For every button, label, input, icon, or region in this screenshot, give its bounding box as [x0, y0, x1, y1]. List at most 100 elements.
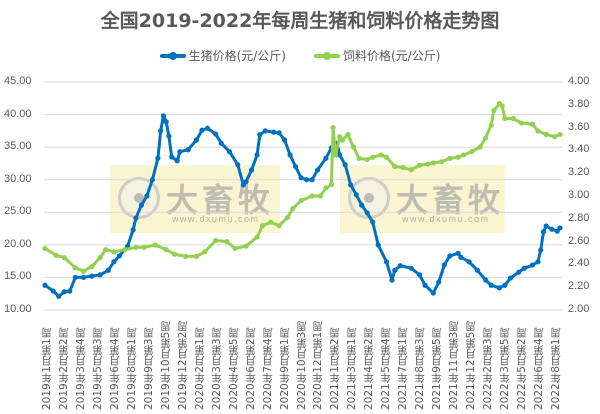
data-point-marker [42, 282, 48, 288]
data-point-marker [356, 155, 362, 161]
data-point-marker [138, 202, 144, 208]
right-y-tick-label: 3.60 [568, 120, 590, 133]
x-tick-label: 2019年8月第1周 [125, 327, 138, 410]
data-point-marker [284, 215, 290, 221]
data-point-marker [447, 155, 453, 161]
data-point-marker [359, 202, 365, 208]
data-point-marker [491, 107, 497, 114]
x-tick-label: 2021年9月第5周 [431, 327, 444, 410]
data-point-marker [42, 245, 48, 252]
data-point-marker [257, 132, 263, 138]
left-y-tick-label: 15.00 [4, 270, 32, 283]
data-point-marker [268, 219, 274, 225]
x-tick-label: 2021年11月第3周 [448, 321, 461, 410]
right-y-tick-label: 2.80 [568, 211, 590, 224]
data-point-marker [122, 246, 128, 253]
data-point-marker [330, 125, 336, 131]
data-point-marker [89, 273, 95, 279]
data-point-marker [488, 282, 494, 288]
data-point-marker [144, 193, 150, 199]
x-tick-label: 2020年7月第4周 [261, 327, 274, 410]
data-point-marker [97, 254, 103, 261]
data-point-marker [149, 177, 156, 183]
data-point-marker [397, 263, 403, 269]
watermark-url: www.dxumu.com [172, 214, 260, 224]
data-point-marker [516, 269, 522, 275]
data-point-marker [337, 152, 343, 158]
data-point-marker [254, 234, 260, 240]
data-point-marker [152, 242, 158, 248]
x-tick-label: 2019年3月第4周 [74, 327, 87, 410]
data-point-marker [105, 267, 111, 273]
legend-item-pig-price[interactable]: 生猪价格(元/公斤) [159, 47, 286, 64]
data-point-marker [298, 175, 304, 181]
legend-label: 饲料价格(元/公斤) [343, 49, 441, 63]
data-point-marker [235, 162, 241, 168]
data-point-marker [474, 267, 480, 273]
x-tick-label: 2021年12月第5周 [465, 321, 478, 410]
watermark-url: www.dxumu.com [402, 214, 490, 224]
data-point-marker [166, 133, 172, 139]
data-point-marker [496, 285, 503, 291]
data-point-marker [177, 149, 183, 155]
data-point-marker [185, 147, 191, 153]
data-point-marker [169, 154, 175, 160]
data-point-marker [549, 226, 555, 232]
data-point-marker [422, 282, 428, 288]
right-y-tick-label: 2.00 [568, 303, 590, 315]
data-point-marker [535, 128, 541, 134]
data-point-marker [521, 265, 527, 271]
left-y-tick-label: 35.00 [4, 140, 32, 153]
data-point-marker [323, 155, 329, 161]
feed-price-line [43, 102, 562, 273]
x-tick-label: 2020年9月第1周 [278, 327, 291, 410]
right-y-tick-label: 3.00 [568, 189, 590, 201]
data-point-marker [270, 129, 277, 135]
data-point-marker [392, 267, 398, 273]
data-point-marker [309, 177, 315, 183]
data-point-marker [389, 277, 395, 283]
data-point-marker [163, 119, 169, 125]
data-point-marker [538, 247, 544, 253]
data-point-marker [345, 131, 351, 138]
data-point-marker [254, 152, 260, 158]
legend-label: 生猪价格(元/公斤) [188, 49, 286, 63]
data-point-marker [441, 262, 447, 268]
data-point-marker [218, 140, 224, 146]
data-point-marker [155, 155, 161, 161]
legend: 生猪价格(元/公斤) 饲料价格(元/公斤) [0, 47, 600, 64]
data-point-marker [158, 128, 164, 134]
right-y-tick-label: 2.40 [568, 257, 590, 270]
data-point-marker [499, 103, 505, 109]
data-point-marker [193, 137, 200, 143]
legend-item-feed-price[interactable]: 饲料价格(元/公斤) [314, 47, 440, 64]
data-point-marker [171, 251, 178, 257]
legend-line-marker-icon [314, 51, 340, 60]
right-y-tick-label: 3.20 [568, 166, 590, 179]
data-point-marker [507, 275, 514, 281]
data-point-marker [518, 120, 525, 126]
data-point-marker [328, 182, 335, 188]
data-point-marker [416, 162, 423, 168]
x-tick-label: 2019年5月第3周 [91, 327, 104, 410]
data-point-marker [557, 225, 563, 231]
data-point-marker [97, 272, 103, 278]
data-point-marker [304, 177, 310, 183]
data-point-marker [455, 154, 461, 160]
data-point-marker [262, 128, 268, 134]
data-point-marker [529, 262, 536, 268]
x-tick-label: 2019年10月第5周 [159, 321, 172, 410]
data-point-marker [202, 249, 208, 255]
left-y-tick-label: 45.00 [4, 75, 32, 87]
watermark-box: 大畜牧 www.dxumu.com [340, 165, 505, 233]
x-tick-label: 2020年6月第2周 [244, 327, 257, 410]
data-point-marker [529, 121, 536, 127]
chart-title: 全国2019-2022年每周生猪和饲料价格走势图 [100, 10, 500, 32]
x-tick-label: 2019年9月第3周 [142, 327, 155, 410]
left-y-tick-label: 30.00 [4, 172, 32, 185]
data-point-marker [416, 272, 423, 278]
data-point-marker [243, 179, 249, 185]
x-tick-label: 2022年3月第5周 [499, 327, 512, 410]
data-point-marker [141, 244, 147, 250]
